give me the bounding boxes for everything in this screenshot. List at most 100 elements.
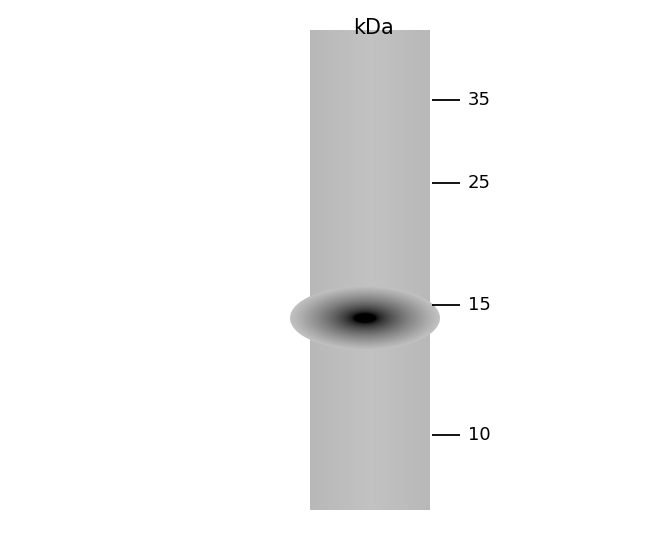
Bar (403, 30, 404, 510)
Ellipse shape (333, 304, 396, 332)
Bar (385, 30, 387, 510)
Bar (400, 30, 402, 510)
Ellipse shape (312, 295, 419, 341)
Bar (333, 30, 334, 510)
Bar (369, 30, 370, 510)
Bar (326, 30, 328, 510)
Ellipse shape (351, 312, 379, 324)
Ellipse shape (335, 305, 395, 331)
Ellipse shape (292, 287, 437, 349)
Bar (394, 30, 395, 510)
Bar (313, 30, 315, 510)
Bar (382, 30, 384, 510)
Ellipse shape (343, 308, 387, 328)
Bar (358, 30, 359, 510)
Bar (356, 30, 358, 510)
Bar (340, 30, 341, 510)
Bar (355, 30, 356, 510)
Bar (349, 30, 350, 510)
Ellipse shape (336, 305, 394, 331)
Bar (418, 30, 419, 510)
Bar (331, 30, 333, 510)
Ellipse shape (304, 292, 426, 344)
Bar (409, 30, 411, 510)
Bar (411, 30, 412, 510)
Bar (346, 30, 348, 510)
Ellipse shape (328, 302, 402, 334)
Ellipse shape (314, 296, 416, 340)
Ellipse shape (299, 290, 431, 346)
Bar (335, 30, 337, 510)
Bar (352, 30, 354, 510)
Ellipse shape (315, 297, 415, 339)
Ellipse shape (307, 293, 423, 343)
Bar (348, 30, 349, 510)
Bar (310, 30, 311, 510)
Bar (325, 30, 326, 510)
Bar (419, 30, 421, 510)
Bar (426, 30, 427, 510)
Text: 35: 35 (468, 91, 491, 109)
Ellipse shape (330, 303, 400, 333)
Ellipse shape (346, 310, 384, 326)
Bar (311, 30, 313, 510)
Ellipse shape (323, 300, 407, 336)
Bar (380, 30, 382, 510)
Bar (317, 30, 319, 510)
Bar (378, 30, 379, 510)
Bar (319, 30, 320, 510)
Text: 10: 10 (468, 426, 491, 444)
Bar (316, 30, 317, 510)
Bar (398, 30, 400, 510)
Text: kDa: kDa (353, 18, 394, 38)
Ellipse shape (298, 289, 432, 347)
Ellipse shape (296, 289, 434, 347)
Bar (339, 30, 340, 510)
Bar (424, 30, 426, 510)
Text: 25: 25 (468, 174, 491, 192)
Bar (388, 30, 389, 510)
Bar (322, 30, 324, 510)
Ellipse shape (352, 312, 378, 324)
Ellipse shape (344, 309, 387, 327)
Bar (374, 30, 376, 510)
Bar (359, 30, 361, 510)
Ellipse shape (332, 304, 398, 332)
Ellipse shape (350, 311, 380, 325)
Ellipse shape (308, 294, 422, 342)
Ellipse shape (320, 299, 410, 337)
Ellipse shape (318, 298, 412, 338)
Bar (365, 30, 367, 510)
Bar (397, 30, 398, 510)
Bar (370, 30, 372, 510)
Bar (413, 30, 415, 510)
Bar (379, 30, 380, 510)
Bar (354, 30, 355, 510)
Bar (328, 30, 330, 510)
Bar (315, 30, 316, 510)
Ellipse shape (354, 313, 376, 323)
Ellipse shape (322, 300, 408, 336)
Bar (428, 30, 430, 510)
Bar (422, 30, 424, 510)
Bar (387, 30, 388, 510)
Bar (367, 30, 369, 510)
Ellipse shape (317, 297, 413, 339)
Ellipse shape (300, 290, 430, 345)
Bar (393, 30, 394, 510)
Ellipse shape (306, 293, 424, 343)
Ellipse shape (327, 302, 403, 334)
Bar (363, 30, 364, 510)
Ellipse shape (291, 287, 439, 349)
Ellipse shape (303, 292, 427, 344)
Ellipse shape (344, 309, 385, 327)
Ellipse shape (302, 291, 428, 345)
Bar (364, 30, 365, 510)
Ellipse shape (313, 296, 417, 340)
Bar (372, 30, 373, 510)
Ellipse shape (339, 307, 391, 329)
Bar (344, 30, 346, 510)
Ellipse shape (340, 307, 390, 329)
Bar (373, 30, 374, 510)
Bar (337, 30, 339, 510)
